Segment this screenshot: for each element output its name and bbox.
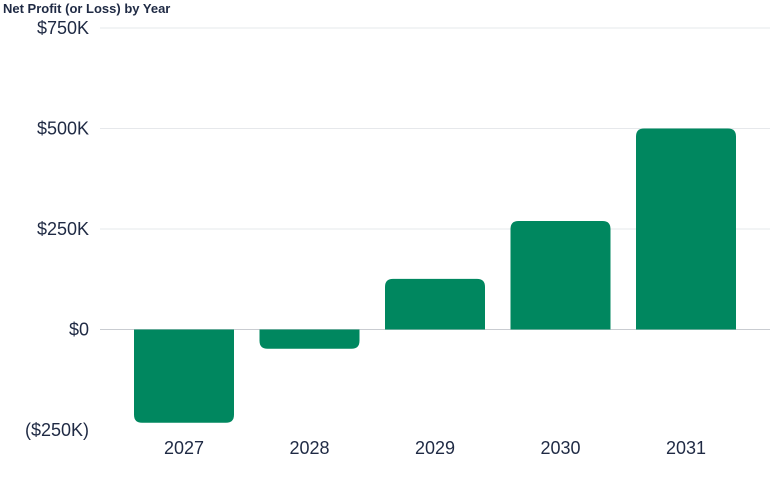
- y-tick-label: ($250K): [25, 420, 89, 440]
- y-tick-label: $250K: [37, 219, 89, 239]
- bar-2027: [134, 329, 234, 423]
- x-tick-label: 2028: [289, 438, 329, 458]
- y-tick-label: $750K: [37, 18, 89, 38]
- bar-2029: [385, 278, 485, 330]
- bar-2028: [259, 329, 360, 349]
- x-tick-label: 2029: [415, 438, 455, 458]
- y-tick-label: $500K: [37, 119, 89, 139]
- bars: [134, 128, 736, 423]
- y-axis-ticks: $750K $500K $250K $0 ($250K): [25, 18, 89, 440]
- chart-title: Net Profit (or Loss) by Year: [3, 1, 171, 16]
- bar-2030: [510, 220, 611, 330]
- x-tick-label: 2027: [164, 438, 204, 458]
- bar-2031: [636, 128, 736, 330]
- x-tick-label: 2031: [666, 438, 706, 458]
- x-axis-ticks: 2027 2028 2029 2030 2031: [164, 438, 706, 458]
- x-tick-label: 2030: [540, 438, 580, 458]
- y-tick-label: $0: [69, 320, 89, 340]
